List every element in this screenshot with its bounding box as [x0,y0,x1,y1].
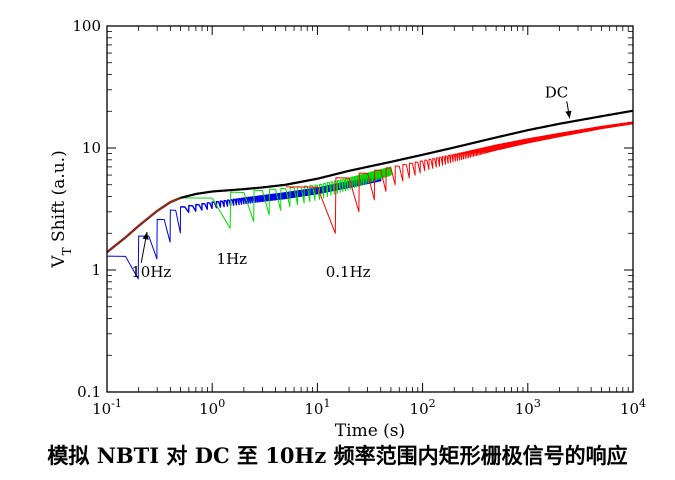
x-tick-label: 102 [410,397,436,418]
axis-ticks: 10-1 100 101 102 103 104 0.1 1 10 100 [72,17,646,418]
annotation-arrowhead [142,231,149,240]
annotation-1hz: 1Hz [217,250,248,268]
x-tick-label: 100 [199,397,225,418]
y-tick-label: 0.1 [77,383,101,401]
x-tick-label: 10-1 [92,397,122,418]
y-axis-label-main: V [49,255,69,269]
figure-caption: 模拟 NBTI 对 DC 至 10Hz 频率范围内矩形栅极信号的响应 [47,443,628,468]
x-tick-label: 103 [515,397,541,418]
y-tick-label: 1 [91,261,101,279]
annotation-arrowhead [565,110,572,119]
y-axis-label-rest: Shift (a.u.) [49,150,69,247]
annotation-10hz: 10Hz [131,263,171,281]
y-axis-label: VT Shift (a.u.) [49,150,74,268]
y-tick-label: 100 [72,17,101,35]
x-axis-label: Time (s) [335,421,405,441]
plot-frame [106,25,634,393]
annotations: DC 10Hz 1Hz 0.1Hz [131,83,572,281]
annotation-0-1hz: 0.1Hz [326,263,371,281]
series-dc-line [106,109,634,254]
annotation-dc: DC [545,83,569,101]
series-10hz-line [106,206,182,280]
plot-area [106,109,634,280]
series-1hz-line [180,166,392,229]
series-overlap-line [106,196,181,254]
x-tick-label: 101 [304,397,330,418]
y-axis-label-sub: T [60,247,74,255]
series-0-1hz-line [285,121,634,234]
x-tick-label: 104 [620,397,646,418]
y-tick-label: 10 [82,139,101,157]
